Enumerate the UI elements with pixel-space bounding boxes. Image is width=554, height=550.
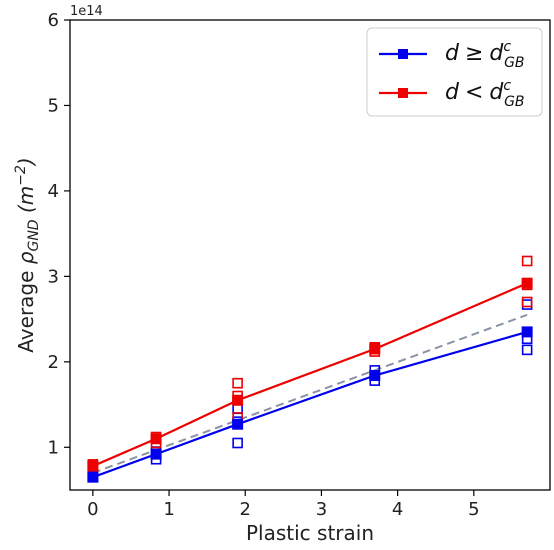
y-axis-title-subscript: GND [26,219,42,251]
x-tick-label-4: 4 [392,499,403,520]
series-0-mean-marker-4 [521,326,533,338]
series-0-sample-4 [232,437,243,449]
y-tick-label-1: 2 [48,352,59,373]
series-1-mean-marker-0 [87,460,99,472]
x-tick-label-5: 5 [468,499,479,520]
legend-1-sub: GB [504,94,524,110]
y-axis-title: Average ρGND (m−2) [13,157,42,352]
y-tick-label-2: 3 [48,266,59,287]
x-tick-label-0: 0 [87,499,98,520]
axis-ticks: 0 1 2 3 4 5 1 2 3 4 5 6 [48,10,480,520]
plot-area [87,255,533,483]
series-1-sample-6 [232,377,243,389]
y-axis-title-unit-open: (m [14,186,38,220]
legend-0-sup: c [503,39,511,55]
x-axis-title: Plastic strain [246,521,374,545]
y-axis-title-unit-sup: −2 [13,165,29,186]
y-tick-label-4: 5 [48,95,59,116]
series-0-sample-9 [521,344,533,356]
series-1-mean-marker-3 [369,343,381,355]
y-offset-label: 1e14 [70,4,103,19]
legend-0-rhs: d [489,41,504,66]
series-1-mean-marker-2 [232,394,244,406]
series-0-mean-marker-3 [369,369,381,381]
x-tick-label-3: 3 [316,499,327,520]
series-0-mean-marker-0 [87,471,99,483]
legend-label-series-0: d ≥ dc GB [445,39,525,71]
legend-1-sym: d [445,80,460,105]
legend-0-sym: d [445,41,460,66]
y-tick-label-3: 4 [48,181,59,202]
x-tick-label-2: 2 [240,499,251,520]
legend-marker-1 [398,88,408,98]
legend-marker-0 [398,49,408,59]
y-axis-title-unit-close: ) [14,157,38,167]
y-axis-title-symbol: ρ [14,251,38,264]
y-axis-title-prefix: Average [14,264,38,353]
series-1-sample-11 [521,255,533,267]
axes-frame [69,19,551,491]
y-tick-label-5: 6 [48,10,59,31]
legend-1-op: < [465,80,483,105]
legend-0-sub: GB [504,55,524,71]
legend-swatches [379,49,427,98]
y-tick-label-0: 1 [48,437,59,458]
series-0-sample-11 [521,299,533,310]
legend-0-op: ≥ [465,41,483,66]
series-1-mean-marker-4 [521,277,533,289]
series-0-mean-marker-1 [150,448,162,460]
legend: d ≥ dc GB d < dc GB [366,27,543,117]
series-1-sample-9 [521,296,533,308]
x-tick-label-1: 1 [163,499,174,520]
legend-label-series-1: d < dc GB [445,78,525,110]
series-0-mean-marker-2 [232,418,244,430]
series-1-mean-marker-1 [150,433,162,445]
legend-1-rhs: d [489,80,504,105]
legend-1-sup: c [503,78,511,94]
